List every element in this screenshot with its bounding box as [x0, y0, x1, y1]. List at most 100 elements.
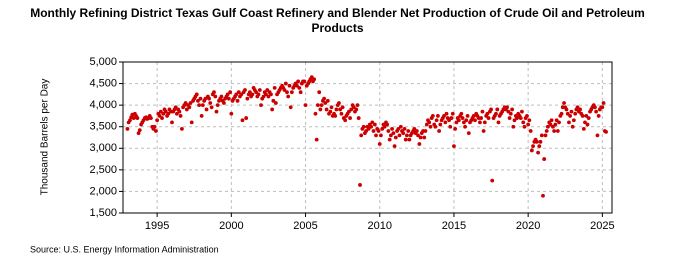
data-point — [269, 92, 273, 97]
data-point — [444, 111, 449, 116]
data-point — [313, 111, 318, 116]
data-point — [174, 111, 179, 116]
data-point — [448, 124, 453, 129]
data-point — [464, 118, 469, 123]
data-point — [496, 120, 501, 125]
data-point — [521, 120, 526, 125]
data-point — [166, 111, 171, 116]
y-tick-label: 5,000 — [89, 56, 117, 68]
plot-frame — [122, 61, 613, 214]
data-point — [247, 90, 252, 95]
data-point — [405, 133, 409, 138]
data-point — [235, 98, 240, 103]
data-point — [528, 129, 533, 133]
y-tick-label: 3,500 — [89, 121, 117, 133]
data-point — [387, 137, 392, 142]
data-point — [270, 107, 275, 112]
data-point — [234, 92, 239, 97]
data-point — [559, 111, 564, 116]
y-tick-label: 1,500 — [89, 207, 117, 219]
data-point — [495, 107, 500, 112]
data-point — [494, 111, 498, 116]
data-point — [209, 105, 214, 110]
data-point — [303, 103, 308, 108]
chart-title: Monthly Refining District Texas Gulf Coa… — [30, 6, 645, 35]
data-point — [158, 109, 163, 114]
data-point — [163, 109, 168, 114]
data-point — [438, 122, 443, 127]
data-point — [273, 101, 278, 105]
data-point — [136, 131, 141, 136]
data-point — [416, 133, 420, 138]
data-point — [555, 129, 560, 133]
data-point — [199, 114, 204, 118]
data-point — [314, 137, 319, 142]
data-point — [377, 142, 382, 146]
data-point — [442, 114, 446, 118]
data-point — [482, 120, 487, 125]
data-point — [527, 118, 532, 123]
data-point — [212, 90, 216, 95]
data-point — [443, 120, 448, 125]
data-point — [264, 92, 268, 97]
data-point — [463, 124, 467, 129]
data-point — [538, 139, 543, 144]
data-point — [245, 96, 250, 101]
data-point — [512, 118, 517, 123]
data-point — [312, 77, 317, 82]
data-point — [382, 124, 387, 129]
data-point — [355, 103, 360, 108]
data-point — [243, 88, 247, 92]
data-point — [485, 111, 490, 116]
data-point — [507, 116, 512, 120]
data-point — [215, 103, 220, 108]
data-point — [392, 144, 397, 149]
data-point — [515, 116, 519, 120]
data-point — [600, 105, 605, 110]
data-point — [257, 88, 262, 92]
data-point — [222, 101, 226, 105]
data-point — [285, 90, 289, 95]
data-point — [289, 90, 294, 95]
data-point — [459, 111, 464, 116]
y-axis-label: Thousand Barrels per Day — [40, 79, 51, 196]
data-point — [361, 124, 366, 129]
data-point — [465, 114, 470, 118]
data-point — [437, 129, 442, 133]
data-point — [334, 107, 339, 112]
data-point — [197, 103, 202, 108]
data-point — [422, 135, 427, 140]
data-point — [595, 133, 600, 138]
data-point — [207, 96, 211, 101]
data-point — [539, 133, 544, 138]
data-point — [283, 81, 288, 86]
data-point — [490, 178, 495, 183]
data-point — [178, 114, 183, 118]
x-tick-label: 2005 — [293, 220, 317, 232]
data-point — [544, 129, 549, 133]
data-point — [414, 129, 419, 133]
data-point — [184, 107, 189, 112]
data-point — [372, 122, 377, 127]
data-point — [471, 114, 476, 118]
data-point — [398, 124, 403, 129]
data-point — [575, 105, 580, 110]
data-point — [333, 114, 338, 118]
data-point — [407, 137, 412, 142]
data-point — [272, 85, 277, 90]
data-point — [359, 133, 364, 138]
data-point — [329, 105, 334, 110]
data-point — [473, 118, 477, 123]
data-point — [585, 122, 590, 127]
data-point — [149, 116, 153, 120]
data-point — [349, 107, 354, 112]
data-point — [356, 116, 361, 120]
data-point — [542, 157, 547, 161]
data-point — [203, 96, 208, 101]
data-point — [489, 107, 493, 112]
data-point — [541, 193, 545, 198]
data-point — [236, 90, 241, 95]
data-point — [240, 118, 245, 123]
